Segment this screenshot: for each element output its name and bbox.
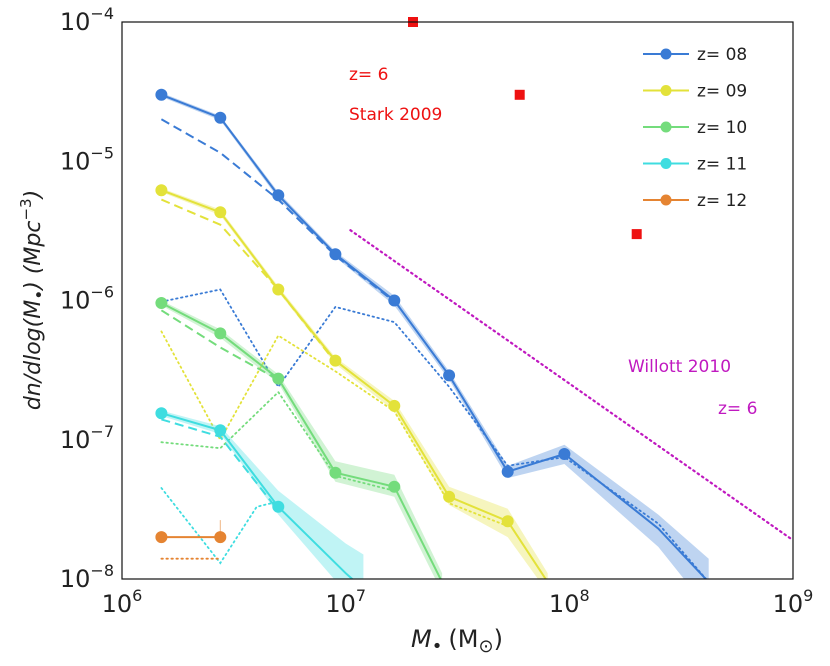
x-tick-label-2: 108 bbox=[549, 586, 590, 618]
series-11-dashed-line bbox=[161, 418, 280, 512]
x-tick-label-0: 106 bbox=[102, 586, 143, 618]
series-08-point-7 bbox=[558, 448, 571, 460]
legend-entry-11-label: z= 11 bbox=[697, 155, 747, 175]
series-11-band bbox=[161, 410, 364, 579]
y-tick-label-0: 10−4 bbox=[60, 4, 114, 36]
series-08-point-0 bbox=[155, 88, 168, 101]
series-08-point-4 bbox=[388, 294, 401, 307]
series-08-point-2 bbox=[272, 189, 285, 202]
legend-entry-11-marker bbox=[660, 158, 672, 169]
series-08-point-6 bbox=[501, 465, 514, 478]
legend-entry-09-marker bbox=[660, 85, 672, 96]
series-08-point-5 bbox=[443, 369, 456, 382]
series-08-point-3 bbox=[329, 248, 342, 261]
series-08-band bbox=[161, 92, 709, 579]
axis-ticks: 106 107 108 109 10−4 10−5 10−6 10−7 10−8 bbox=[60, 4, 814, 618]
stark-point-2 bbox=[631, 229, 642, 240]
legend-entry-12-marker bbox=[660, 194, 672, 206]
legend-entry-08-marker bbox=[660, 48, 672, 60]
series-10-dashed-line bbox=[160, 309, 279, 381]
legend-entry-10-marker bbox=[660, 121, 672, 133]
legend-entry-08-label: z= 08 bbox=[697, 45, 747, 65]
legend: z= 08 z= 09 z= 10 z= 11 z= 12 bbox=[643, 45, 747, 211]
series-11-point-0 bbox=[155, 407, 168, 420]
series-09-dotted-line bbox=[160, 330, 509, 527]
legend-entry-12-label: z= 12 bbox=[697, 191, 747, 211]
legend-entry-09-label: z= 09 bbox=[697, 82, 747, 102]
plot-area bbox=[155, 88, 793, 579]
series-08-point-1 bbox=[214, 111, 227, 124]
x-tick-label-1: 107 bbox=[325, 586, 366, 618]
series-09-point-1 bbox=[214, 206, 227, 219]
stark-point-1 bbox=[514, 89, 525, 100]
series-08-dotted-line bbox=[160, 288, 708, 579]
willott-line bbox=[349, 229, 793, 542]
series-10-point-0 bbox=[155, 297, 168, 309]
series-09-point-4 bbox=[388, 399, 401, 412]
series-09-point-0 bbox=[155, 184, 168, 197]
x-axis-label: M• (M⊙) bbox=[411, 625, 503, 657]
series-10-dotted-line bbox=[160, 390, 396, 492]
willott-ref-annotation: Willott 2010 bbox=[628, 357, 731, 377]
series-09-point-2 bbox=[272, 283, 285, 296]
series-09-point-6 bbox=[501, 515, 514, 528]
series-10-point-4 bbox=[388, 480, 401, 493]
series-11-point-2 bbox=[272, 500, 285, 513]
y-axis-label: dn/dlog(M•) (Mpc−3) bbox=[17, 190, 50, 410]
y-tick-label-3: 10−7 bbox=[60, 422, 114, 454]
legend-entry-10-label: z= 10 bbox=[697, 118, 747, 138]
series-09-line bbox=[161, 189, 547, 579]
stark-z-annotation: z= 6 bbox=[349, 65, 388, 85]
series-12-point-0 bbox=[155, 531, 168, 544]
stark-ref-annotation: Stark 2009 bbox=[349, 105, 442, 125]
series-11-point-1 bbox=[214, 424, 227, 437]
series-10-line bbox=[160, 302, 442, 579]
y-tick-label-2: 10−6 bbox=[60, 283, 114, 315]
series-10-point-2 bbox=[272, 372, 285, 385]
y-tick-label-1: 10−5 bbox=[60, 143, 114, 175]
series-09-point-5 bbox=[443, 490, 456, 503]
series-08-line bbox=[161, 93, 708, 579]
series-08-dashed-line bbox=[160, 118, 395, 303]
y-tick-label-4: 10−8 bbox=[60, 561, 114, 593]
overlay bbox=[408, 17, 642, 240]
x-tick-label-3: 109 bbox=[773, 586, 814, 618]
plot-frame bbox=[121, 21, 794, 580]
willott-z-annotation: z= 6 bbox=[718, 399, 757, 419]
series-10-point-3 bbox=[329, 466, 342, 479]
series-10-point-1 bbox=[214, 327, 227, 340]
series-09-point-3 bbox=[329, 354, 342, 367]
